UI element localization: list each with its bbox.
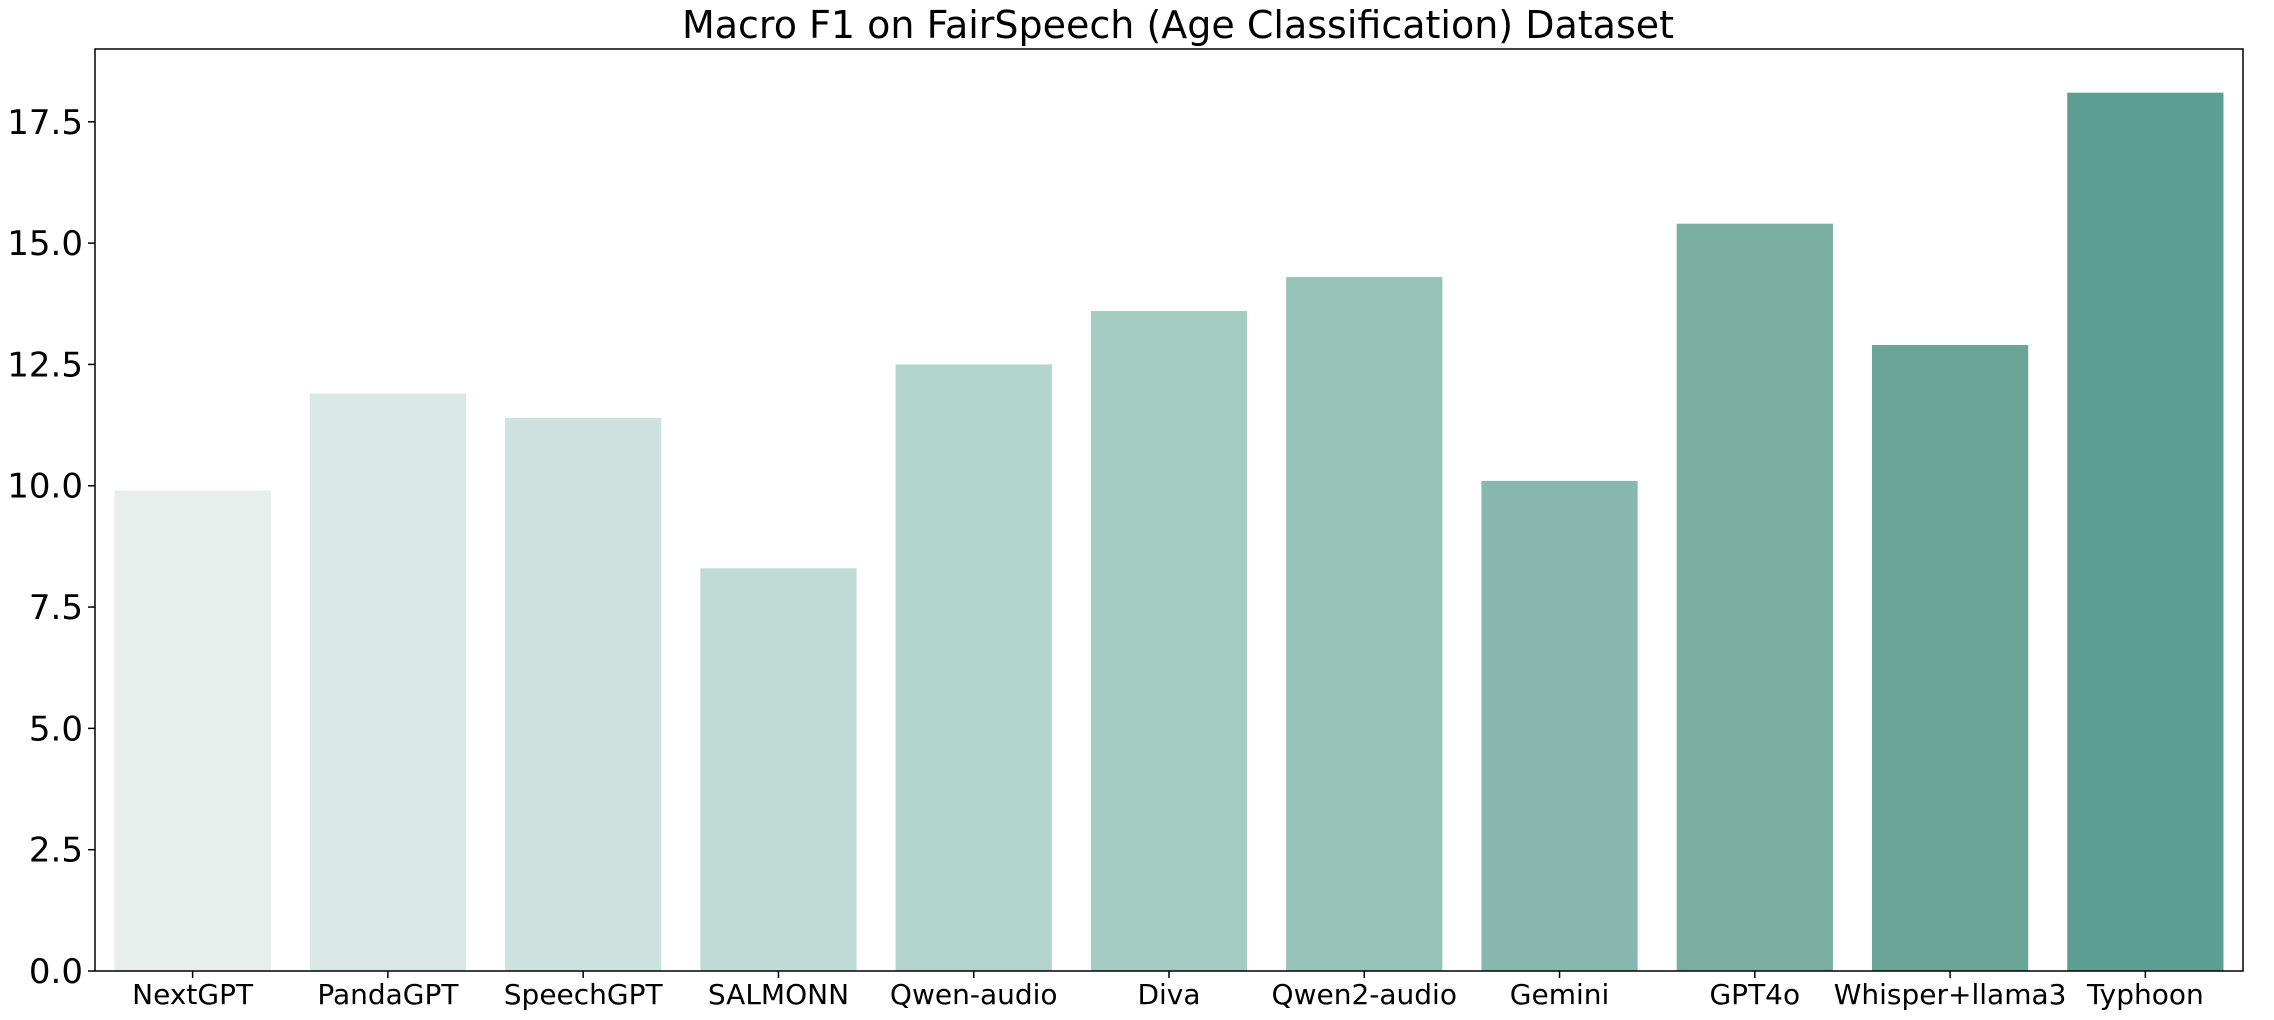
y-tick-label: 7.5 <box>29 588 83 628</box>
x-tick-label: Qwen-audio <box>890 978 1058 1011</box>
bar-diva <box>1090 311 1248 971</box>
bar-whisper-llama3 <box>1871 345 2029 972</box>
chart-title: Macro F1 on FairSpeech (Age Classificati… <box>682 3 1674 47</box>
bar-gemini <box>1481 480 1638 971</box>
x-tick-label: NextGPT <box>132 978 254 1011</box>
bar-qwen2-audio <box>1286 277 1443 971</box>
bar-salmonn <box>700 568 857 971</box>
x-tick-label: SpeechGPT <box>504 978 664 1011</box>
bar-typhoon <box>2067 92 2224 971</box>
bar-speechgpt <box>505 417 662 971</box>
y-axis: 0.0 2.5 5.0 7.5 10.0 12.5 15.0 17.5 <box>7 103 95 992</box>
x-tick-label: PandaGPT <box>317 978 459 1011</box>
x-tick-label: Typhoon <box>2086 978 2204 1011</box>
x-tick-label: Gemini <box>1510 978 1610 1011</box>
bars-group <box>114 92 2224 972</box>
plot-frame <box>94 48 2244 972</box>
x-tick-label: Whisper+llama3 <box>1834 978 2067 1011</box>
y-tick-label: 2.5 <box>29 831 83 871</box>
bar-pandagpt <box>309 393 467 971</box>
x-tick-label: Qwen2-audio <box>1272 978 1457 1011</box>
y-tick-label: 0.0 <box>29 952 83 992</box>
bar-qwen-audio <box>895 364 1052 972</box>
y-tick-label: 10.0 <box>7 467 83 507</box>
bar-gpt4o <box>1676 223 1833 972</box>
x-tick-label: Diva <box>1137 978 1200 1011</box>
x-axis: NextGPT PandaGPT SpeechGPT SALMONN Qwen-audi… <box>132 971 2204 1011</box>
x-tick-label: GPT4o <box>1709 978 1800 1011</box>
y-tick-label: 5.0 <box>29 709 83 749</box>
x-tick-label: SALMONN <box>708 978 849 1011</box>
y-tick-label: 17.5 <box>7 103 83 143</box>
y-tick-label: 12.5 <box>7 345 83 385</box>
bar-nextgpt <box>114 490 271 971</box>
y-tick-label: 15.0 <box>7 224 83 264</box>
